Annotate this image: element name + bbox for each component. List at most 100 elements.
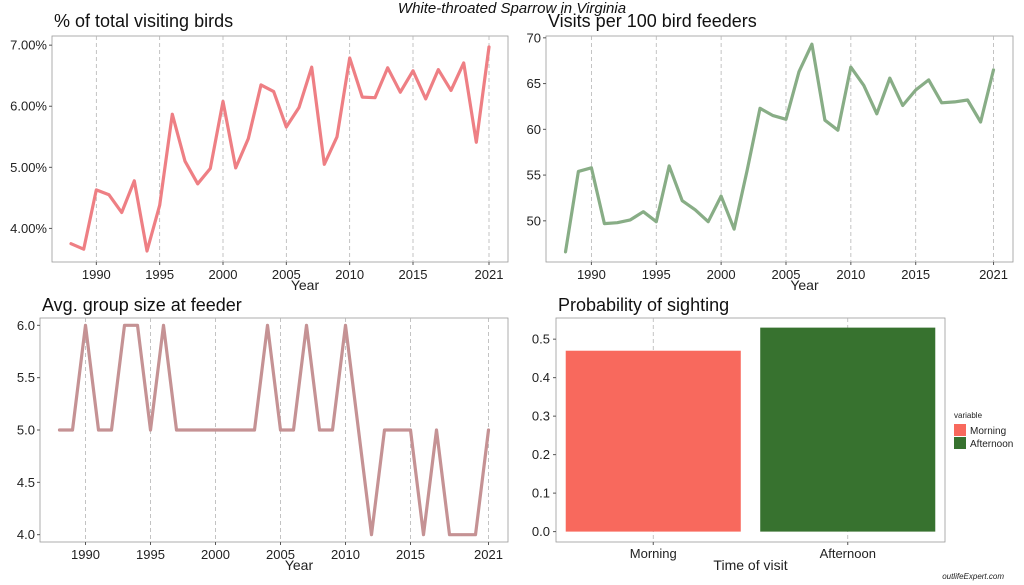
panel-title: Avg. group size at feeder xyxy=(42,295,242,315)
data-point xyxy=(836,129,840,132)
data-point xyxy=(411,69,415,73)
y-tick-label: 50 xyxy=(527,213,541,228)
data-point xyxy=(771,114,775,117)
data-point xyxy=(97,428,100,432)
data-point xyxy=(603,222,606,225)
y-tick-label: 4.0 xyxy=(17,527,35,542)
data-point xyxy=(449,89,453,92)
data-point xyxy=(133,179,136,182)
data-point xyxy=(272,90,275,93)
data-point xyxy=(188,428,191,432)
data-point xyxy=(732,227,736,231)
data-point xyxy=(107,193,111,197)
y-tick-label: 6.00% xyxy=(10,99,47,114)
data-point xyxy=(331,428,334,432)
data-point xyxy=(409,428,412,432)
data-point xyxy=(462,61,465,65)
panel-title: Probability of sighting xyxy=(558,295,729,315)
data-point xyxy=(357,428,360,432)
y-tick-label: 0.3 xyxy=(532,409,550,424)
y-tick-label: 6.0 xyxy=(17,318,35,333)
x-tick-label: Morning xyxy=(630,546,677,561)
x-tick-label: 2005 xyxy=(772,267,801,282)
data-point xyxy=(953,100,956,104)
x-tick-label: 2015 xyxy=(399,267,428,282)
data-point xyxy=(196,182,199,186)
data-point xyxy=(979,120,982,124)
plot-frame xyxy=(545,35,1014,263)
data-point xyxy=(693,208,697,212)
data-point xyxy=(95,188,98,192)
data-point xyxy=(386,66,389,69)
data-point xyxy=(668,164,671,168)
data-point xyxy=(424,97,427,101)
data-point xyxy=(285,125,288,129)
x-tick-label: 2010 xyxy=(335,267,364,282)
x-tick-label: 2000 xyxy=(201,547,230,562)
data-point xyxy=(253,428,256,432)
panel-title: Visits per 100 bird feeders xyxy=(548,11,757,31)
data-point xyxy=(82,247,85,251)
series-line xyxy=(57,323,491,537)
data-point xyxy=(399,90,402,94)
x-tick-label: 2015 xyxy=(901,267,930,282)
data-point xyxy=(266,324,269,327)
panel-3: Avg. group size at feeder 1990 1995 2000 200… xyxy=(17,295,509,573)
data-point xyxy=(629,218,632,222)
y-tick-label: 0.1 xyxy=(532,486,550,501)
data-point xyxy=(247,137,250,140)
x-tick-label: 2000 xyxy=(209,267,238,282)
data-point xyxy=(175,428,178,432)
data-point xyxy=(110,428,113,432)
data-point xyxy=(396,428,399,432)
data-point xyxy=(849,65,853,69)
data-point xyxy=(862,84,866,87)
x-tick-label: 2021 xyxy=(979,267,1008,282)
data-point xyxy=(136,324,139,327)
y-tick-label: 4.00% xyxy=(10,221,47,236)
y-tick-label: 70 xyxy=(527,30,541,45)
data-point xyxy=(227,428,230,432)
data-point xyxy=(120,211,123,214)
panel-4: Probability of sighting 0.0 0.1 0.2 0.3 0.4 0.… xyxy=(532,295,1013,573)
data-point xyxy=(810,43,814,46)
data-point xyxy=(437,68,440,71)
data-point xyxy=(719,194,723,198)
data-point xyxy=(706,220,710,223)
y-tick-label: 0.0 xyxy=(532,524,550,539)
x-tick-label: Afternoon xyxy=(820,546,876,561)
legend-swatch xyxy=(954,424,966,436)
data-point xyxy=(383,428,386,432)
data-point xyxy=(162,324,165,327)
data-point xyxy=(901,104,904,107)
legend-title: variable xyxy=(954,411,983,420)
legend-label: Afternoon xyxy=(970,439,1013,450)
data-point xyxy=(58,428,61,432)
data-point xyxy=(221,100,225,103)
data-point xyxy=(784,118,788,121)
data-point xyxy=(435,428,438,432)
data-point xyxy=(487,428,490,432)
data-point xyxy=(758,107,762,110)
data-point xyxy=(323,163,326,166)
data-point xyxy=(564,250,567,254)
legend-label: Morning xyxy=(970,426,1006,437)
data-point xyxy=(616,221,619,224)
data-point xyxy=(209,167,212,170)
plot-frame xyxy=(51,35,509,263)
x-tick-label: 2005 xyxy=(266,547,295,562)
data-point xyxy=(940,101,943,104)
x-tick-label: 1995 xyxy=(136,547,165,562)
data-point xyxy=(335,135,339,138)
y-tick-label: 65 xyxy=(527,76,541,91)
x-tick-label: 1990 xyxy=(82,267,111,282)
data-point xyxy=(71,428,74,432)
data-point xyxy=(69,242,73,245)
data-point xyxy=(234,166,237,170)
legend: variable Morning Afternoon xyxy=(954,411,1013,450)
x-axis-label: Time of visit xyxy=(713,557,787,573)
y-tick-label: 0.4 xyxy=(532,370,550,385)
y-tick-label: 7.00% xyxy=(10,38,47,53)
data-point xyxy=(158,203,161,207)
